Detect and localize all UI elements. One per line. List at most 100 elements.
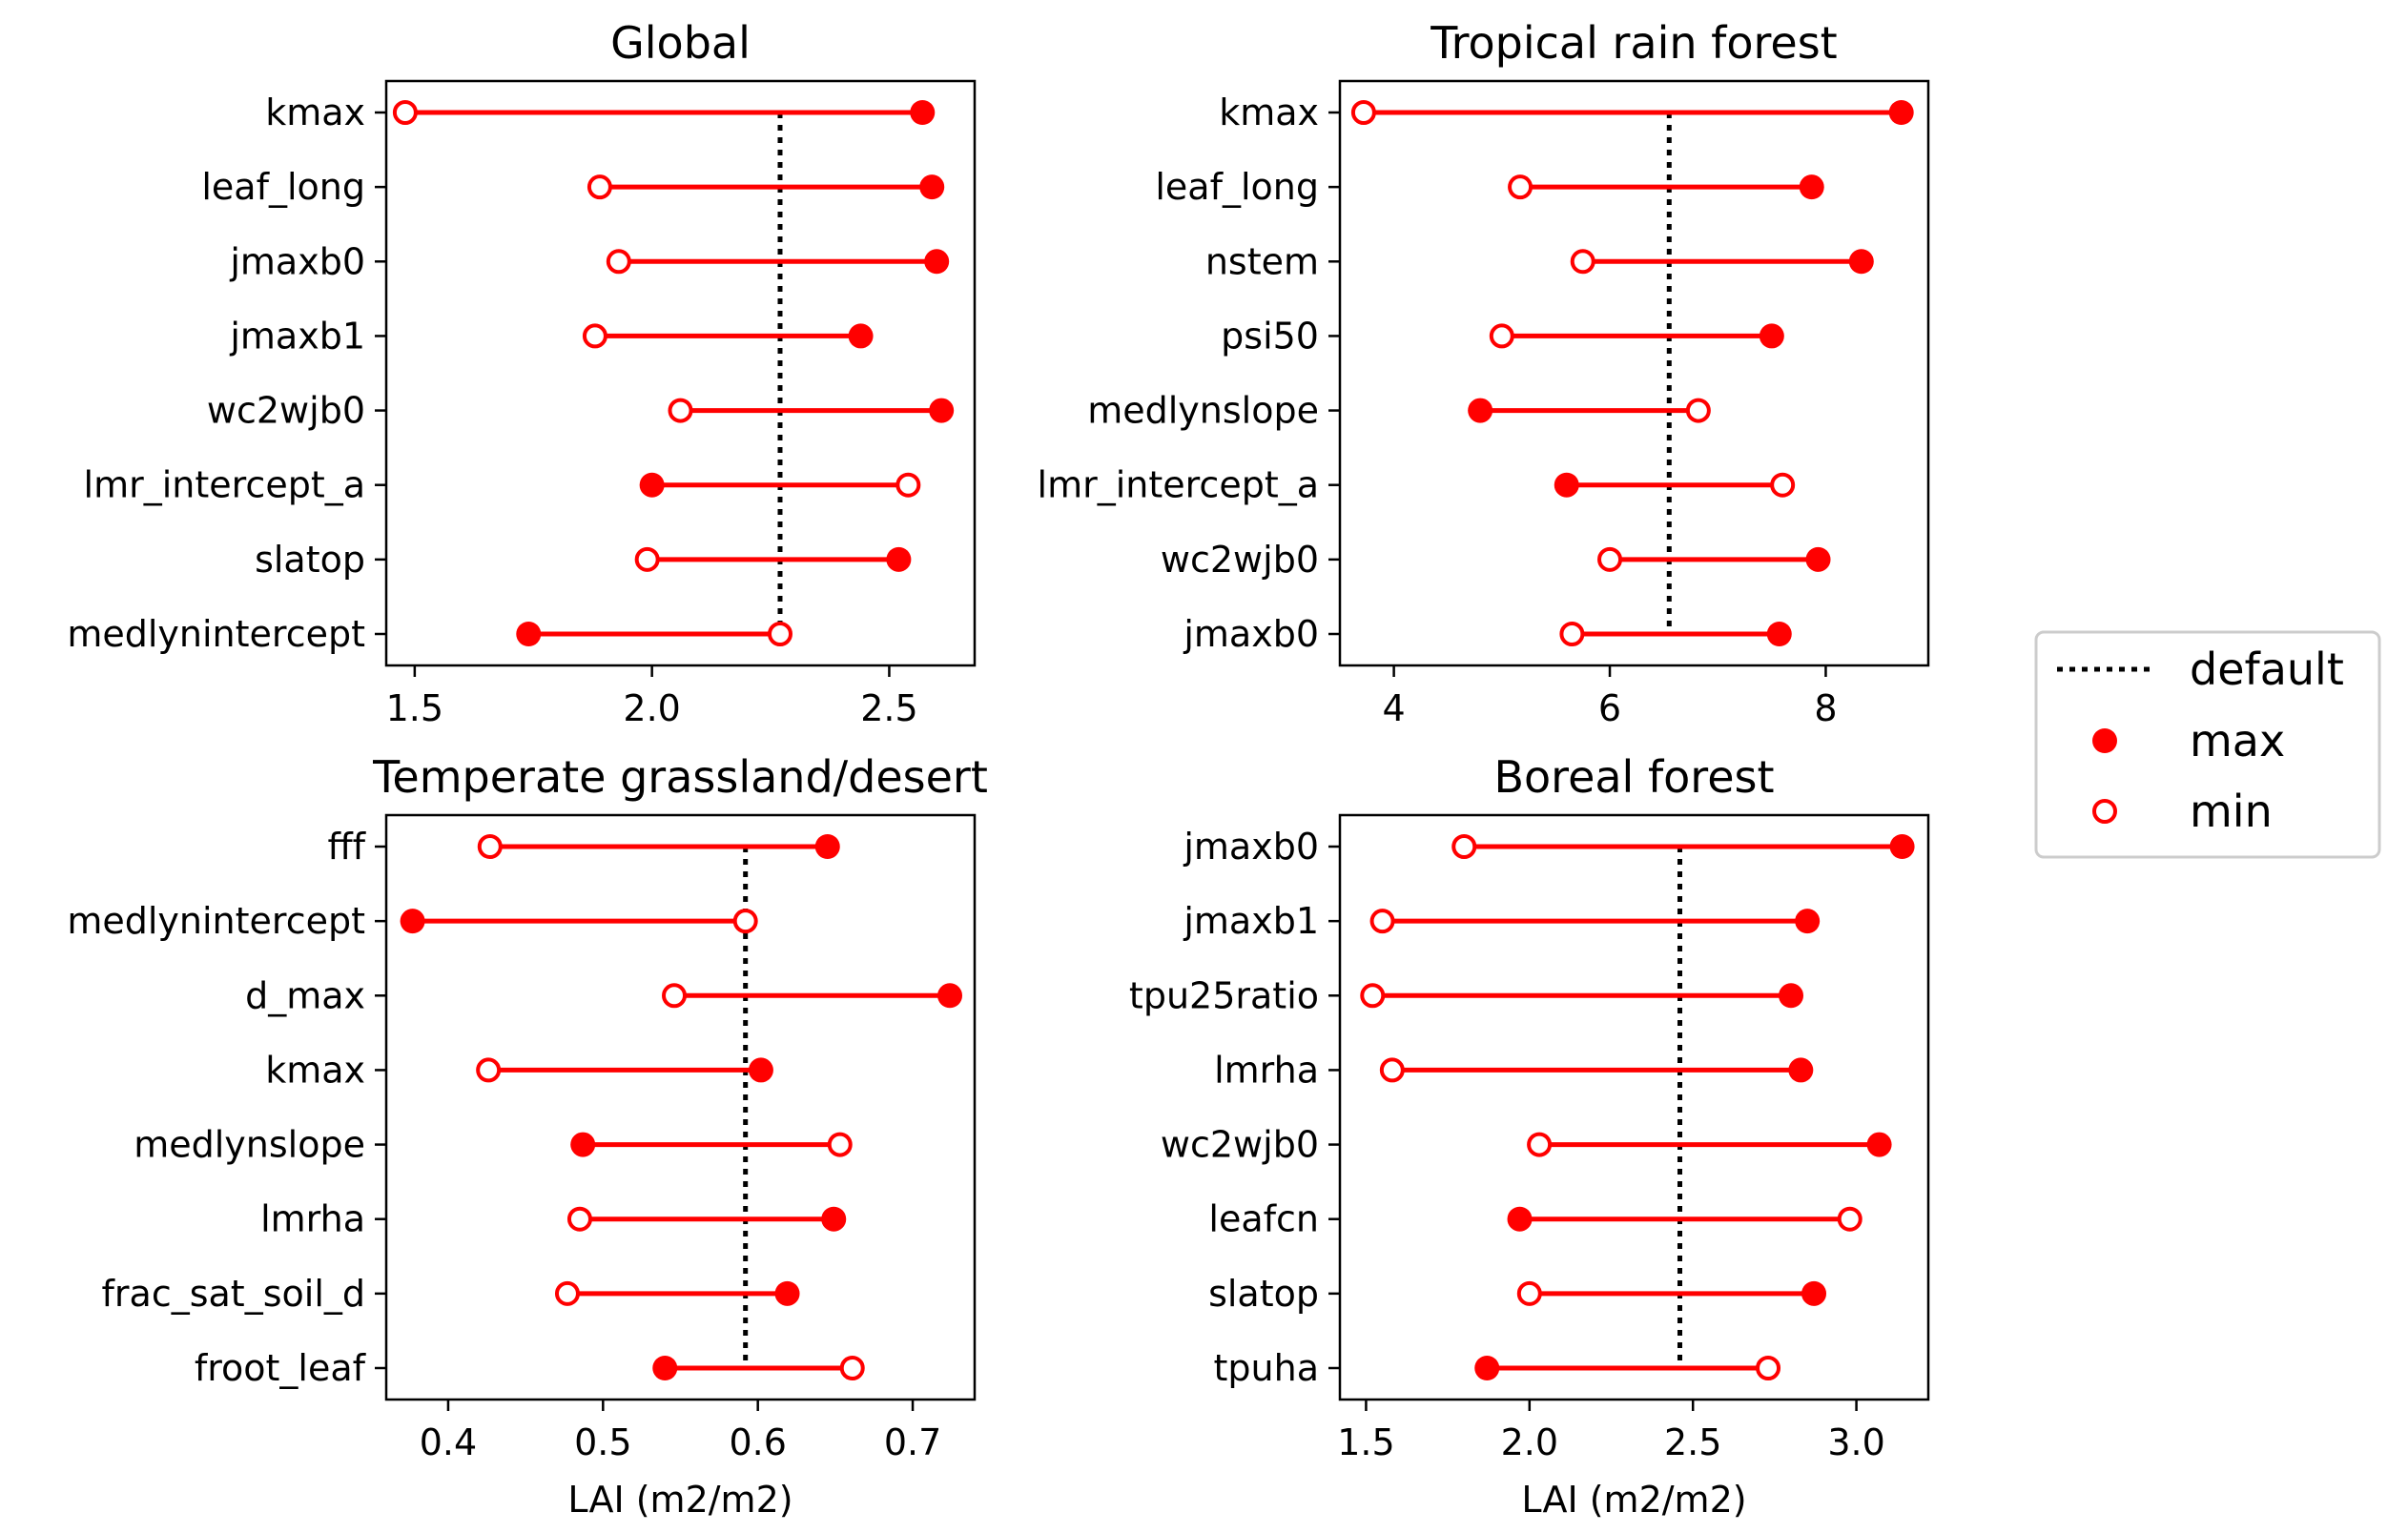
xtick-label: 4: [1383, 687, 1406, 729]
legend-max-marker: [2092, 728, 2117, 753]
legend-min-marker: [2092, 799, 2117, 824]
ytick-label: slatop: [255, 539, 365, 581]
ytick-label: tpuha: [1214, 1347, 1319, 1389]
min-point: [662, 983, 688, 1009]
ytick-label: wc2wjb0: [1161, 539, 1319, 581]
max-point: [848, 323, 874, 349]
ytick-label: wc2wjb0: [207, 390, 365, 432]
legend: default max min: [2034, 630, 2381, 859]
panel-title: Global: [610, 17, 751, 69]
panel-1: kmax leaf_long jmaxb0 jmaxb1 wc2wjb0 lmr_inte…: [67, 17, 977, 729]
xtick-label: 3.0: [1827, 1421, 1884, 1463]
ytick-label: leafcn: [1208, 1198, 1319, 1240]
max-point: [1554, 472, 1579, 498]
max-point: [516, 622, 542, 646]
ytick-label: lmr_intercept_a: [84, 464, 365, 506]
x-axis-label: LAI (m2/m2): [1521, 1479, 1746, 1521]
panels: kmax leaf_long jmaxb0 jmaxb1 wc2wjb0 lmr_inte…: [67, 17, 1930, 1521]
ytick-label: psi50: [1221, 315, 1319, 357]
axes-frame: [1338, 813, 1930, 1401]
max-point: [400, 909, 425, 934]
max-point: [1799, 174, 1824, 200]
max-point: [1788, 1057, 1814, 1083]
min-point: [1369, 909, 1395, 934]
panel-4: jmaxb0 jmaxb1 tpu25ratio lmrha wc2wjb0 leafcn…: [1129, 751, 1930, 1521]
max-point: [652, 1356, 678, 1380]
xtick-label: 2.5: [860, 687, 917, 729]
max-point: [924, 249, 950, 275]
xtick-label: 6: [1598, 687, 1621, 729]
min-point: [895, 472, 921, 498]
ytick-label: frac_sat_soil_d: [102, 1273, 365, 1315]
ytick-label: kmax: [265, 92, 365, 133]
min-point: [1756, 1356, 1781, 1380]
min-point: [1451, 834, 1477, 859]
min-point: [476, 1057, 502, 1083]
max-point: [814, 834, 840, 859]
max-point: [1889, 834, 1915, 859]
panel-title: Boreal forest: [1493, 751, 1774, 803]
min-point: [582, 323, 607, 349]
legend-frame: [2034, 630, 2381, 859]
legend-default-label: default: [2190, 644, 2344, 695]
max-point: [1507, 1206, 1533, 1232]
ytick-label: tpu25ratio: [1129, 974, 1319, 1016]
max-point: [570, 1132, 596, 1157]
ytick-label: medlynslope: [1087, 390, 1319, 432]
min-point: [606, 249, 631, 275]
min-point: [839, 1356, 865, 1380]
max-point: [1848, 249, 1874, 275]
ytick-label: medlynslope: [134, 1124, 365, 1166]
max-point: [1759, 323, 1784, 349]
max-point: [1766, 622, 1792, 646]
max-point: [1888, 100, 1914, 125]
min-point: [392, 100, 418, 125]
min-point: [1597, 546, 1623, 572]
xtick-label: 2.0: [1501, 1421, 1558, 1463]
max-point: [1468, 398, 1493, 423]
min-point: [1350, 100, 1376, 125]
min-point: [1516, 1280, 1542, 1306]
ytick-label: kmax: [1219, 92, 1319, 133]
max-point: [929, 398, 955, 423]
axes-frame: [384, 813, 977, 1401]
max-point: [774, 1280, 800, 1306]
ytick-label: medlynintercept: [67, 900, 365, 942]
panel-title: Temperate grassland/desert: [372, 751, 988, 803]
min-point: [1685, 398, 1711, 423]
xtick-label: 0.5: [574, 1421, 631, 1463]
min-point: [827, 1132, 853, 1157]
min-point: [554, 1280, 580, 1306]
min-point: [1360, 983, 1386, 1009]
max-point: [1795, 909, 1821, 934]
max-point: [1779, 983, 1804, 1009]
min-point: [1770, 472, 1796, 498]
min-point: [767, 622, 792, 646]
min-point: [1559, 622, 1585, 646]
max-point: [910, 100, 936, 125]
min-point: [1489, 323, 1514, 349]
ytick-label: fff: [327, 826, 366, 868]
xtick-label: 2.5: [1664, 1421, 1721, 1463]
max-point: [821, 1206, 847, 1232]
min-point: [587, 174, 612, 200]
max-point: [1866, 1132, 1892, 1157]
panel-title: Tropical rain forest: [1430, 17, 1837, 69]
ytick-label: jmaxb0: [229, 240, 365, 282]
xtick-label: 0.6: [729, 1421, 786, 1463]
min-point: [1570, 249, 1595, 275]
x-axis-label: LAI (m2/m2): [567, 1479, 792, 1521]
min-point: [1837, 1206, 1863, 1232]
ytick-label: jmaxb1: [229, 315, 365, 357]
xtick-label: 1.5: [386, 687, 443, 729]
axes-frame: [384, 79, 977, 667]
ytick-label: lmrha: [260, 1198, 365, 1240]
min-point: [566, 1206, 592, 1232]
legend-min-label: min: [2190, 786, 2273, 837]
min-point: [1508, 174, 1533, 200]
min-point: [1379, 1057, 1405, 1083]
xtick-label: 1.5: [1337, 1421, 1394, 1463]
xtick-label: 0.7: [884, 1421, 941, 1463]
